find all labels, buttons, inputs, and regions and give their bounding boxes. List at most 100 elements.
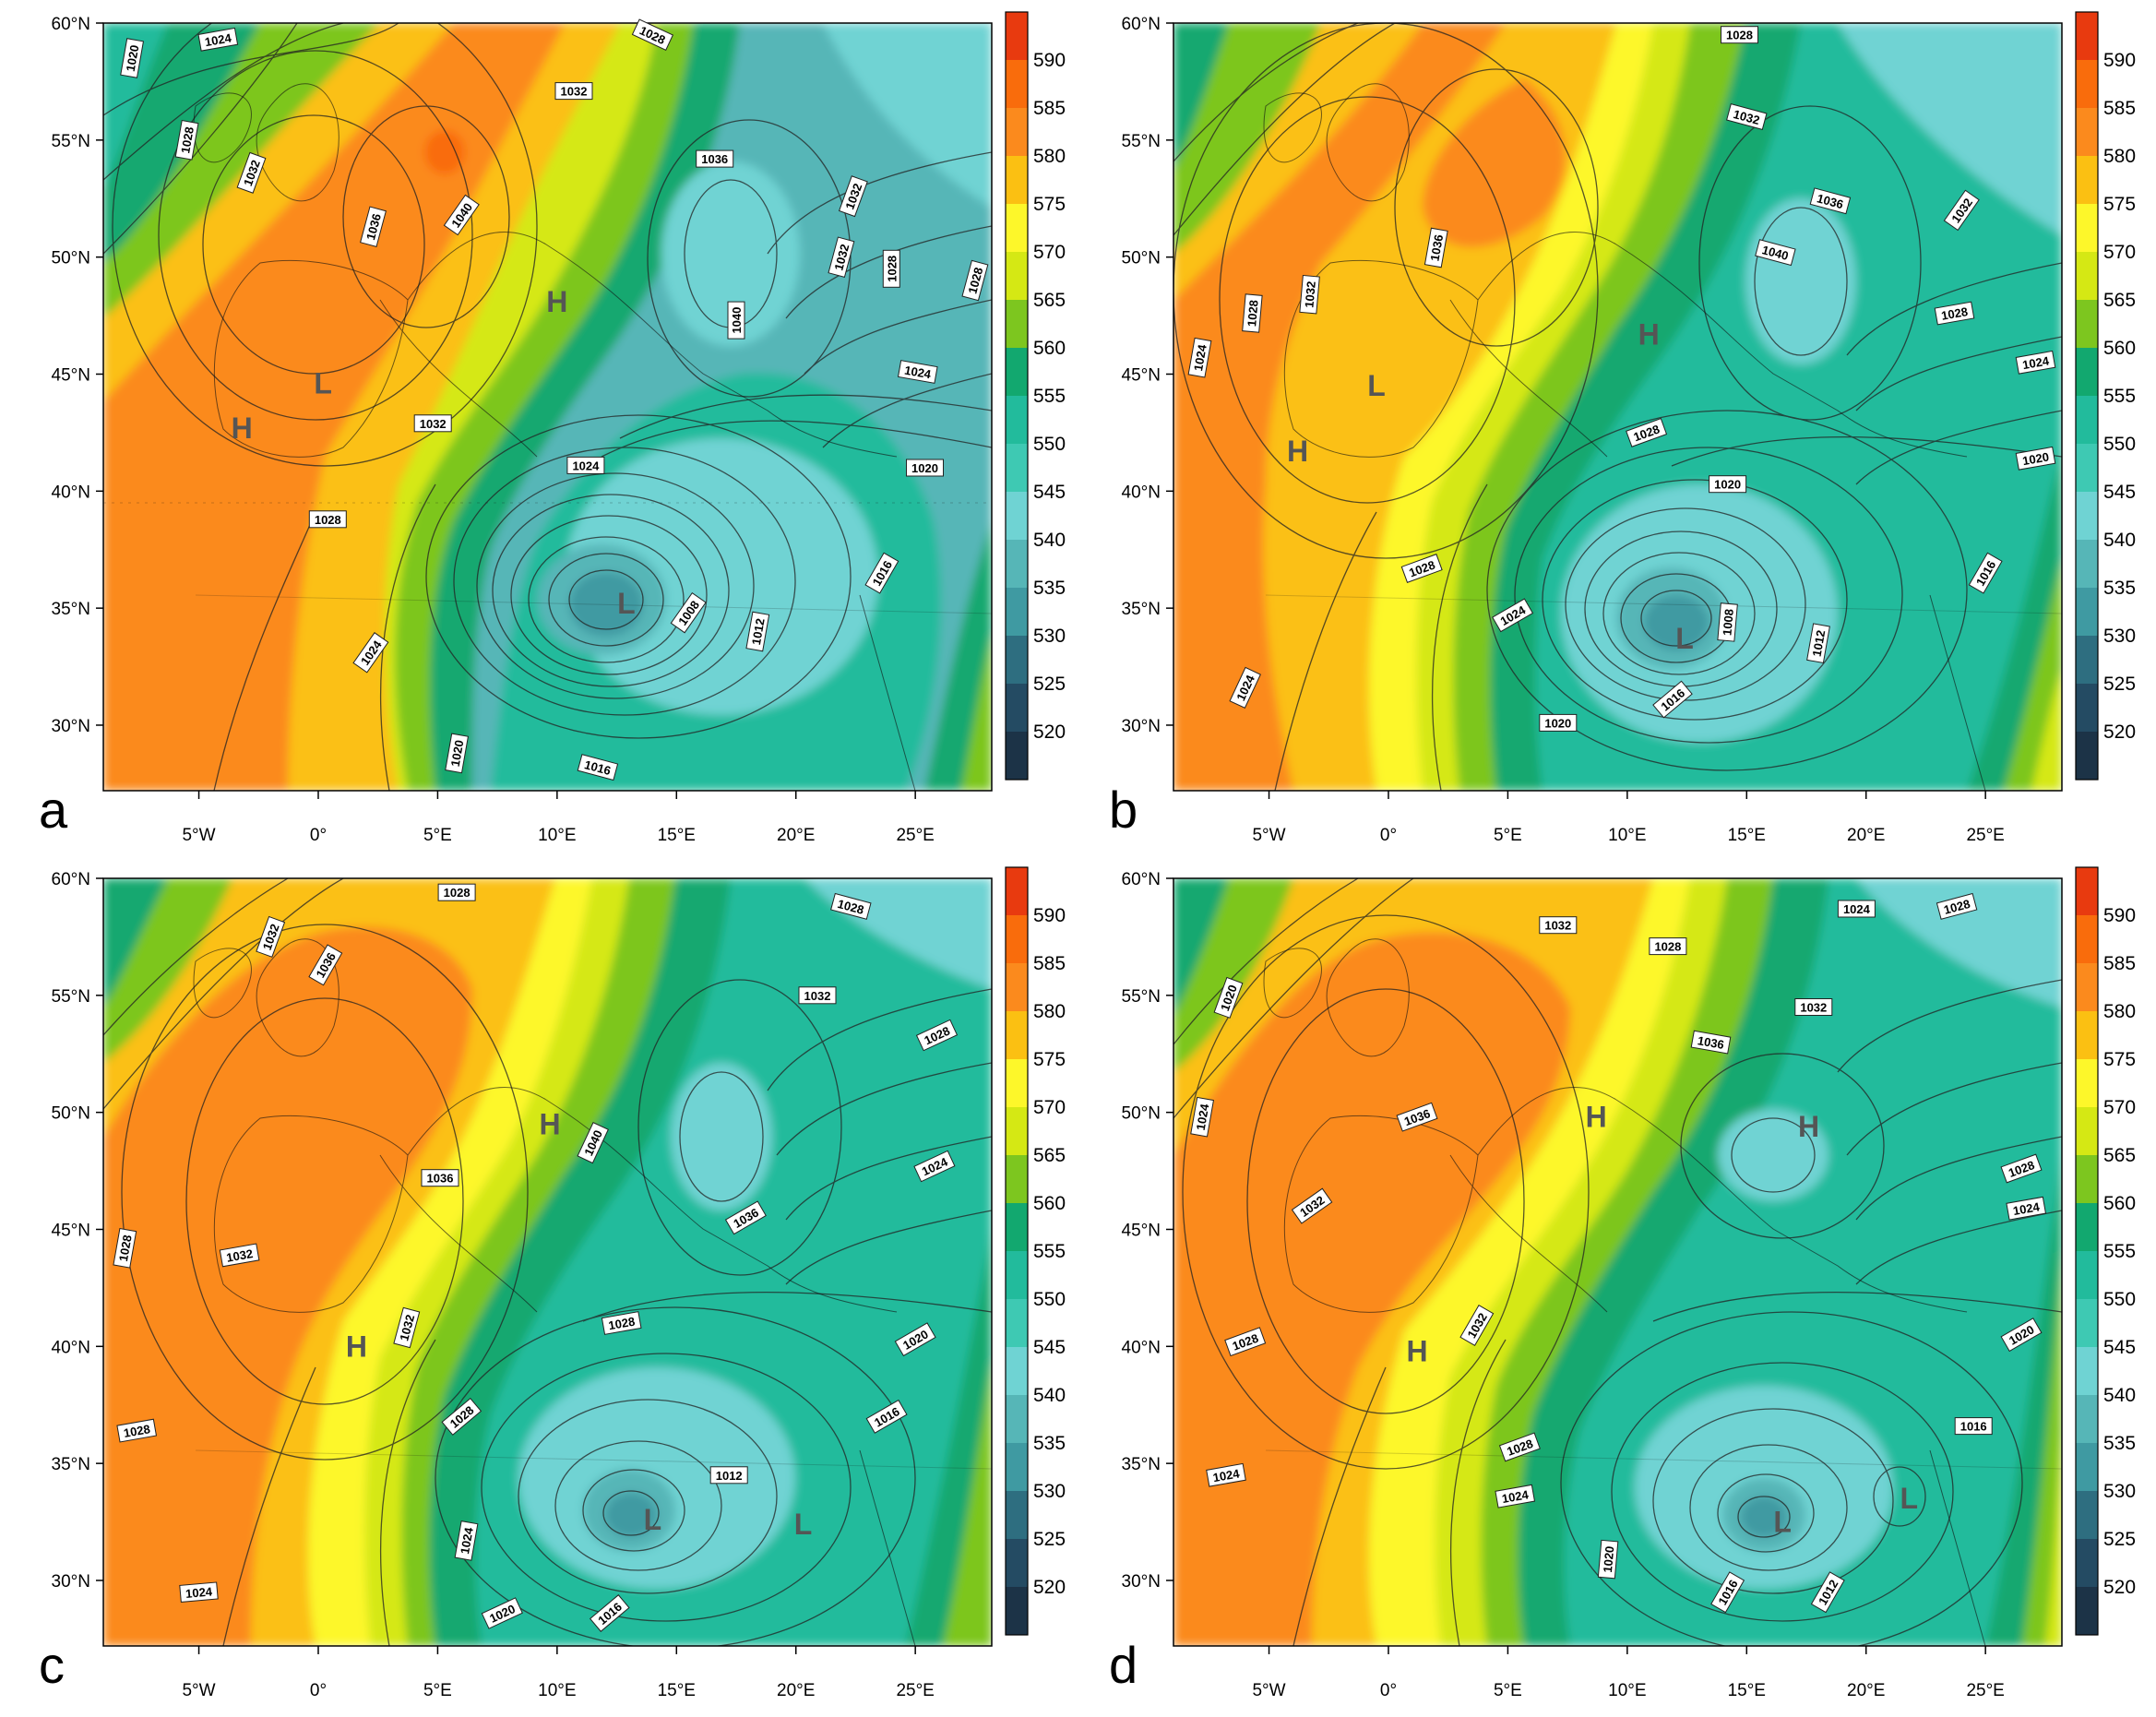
longitude-label: 5°E [423, 1681, 452, 1700]
isobar-label-text: 1020 [1714, 478, 1741, 492]
isobar-label: 1028 [2000, 1153, 2043, 1184]
isobar-label: 1028 [174, 119, 199, 161]
colorbar-label: 565 [2103, 290, 2136, 311]
isobar-label: 1028 [437, 883, 476, 901]
map-area[interactable] [103, 0, 992, 791]
panel-letter: b [1109, 781, 1138, 839]
low-pressure-marker: L [1367, 369, 1386, 402]
isobar-label-text: 1028 [1726, 29, 1753, 42]
longitude-label: 10°E [1608, 1681, 1646, 1700]
colorbar-label: 570 [2103, 242, 2136, 263]
latitude-label: 30°N [1122, 1572, 1161, 1592]
latitude-label: 45°N [52, 365, 90, 385]
colorbar-label: 530 [2103, 626, 2136, 647]
colorbar-label: 525 [1033, 674, 1066, 695]
latitude-label: 35°N [52, 600, 90, 619]
isobar-label: 1024 [1190, 1096, 1215, 1138]
isobar-label: 1024 [179, 1581, 219, 1603]
low-pressure-marker: L [794, 1508, 813, 1541]
colorbar-swatch [2076, 156, 2098, 204]
colorbar-swatch [1006, 1587, 1028, 1635]
panel-letter: a [39, 781, 68, 839]
isobar-label: 1032 [256, 915, 286, 958]
latitude-label: 35°N [1122, 1455, 1161, 1474]
isobar-label: 1028 [1936, 892, 1978, 920]
isobar-label: 1020 [1597, 1539, 1619, 1580]
isobar-label: 1028 [1224, 1327, 1267, 1357]
longitude-label: 25°E [1966, 1681, 2004, 1700]
isobar-label: 1032 [1299, 274, 1320, 315]
colorbar-label: 555 [1033, 386, 1066, 407]
colorbar-swatch [1006, 1155, 1028, 1203]
low-pressure-marker: L [1675, 622, 1694, 655]
isobar-label-text: 1024 [1194, 1102, 1212, 1131]
isobar-label-text: 1032 [1302, 280, 1317, 308]
longitude-label: 5°W [182, 1681, 215, 1700]
map-area[interactable] [1173, 878, 2062, 1653]
colorbar-swatch [2076, 1155, 2098, 1203]
isobar-label: 1032 [413, 414, 452, 433]
isobar-label: 1028 [1721, 26, 1758, 44]
isobar-label: 1028 [1934, 301, 1975, 326]
isobar-label-text: 1012 [716, 1469, 743, 1483]
latitude-label: 55°N [52, 987, 90, 1007]
colorbar-label: 590 [1033, 905, 1066, 926]
colorbar-label: 535 [2103, 1433, 2136, 1454]
colorbar-label: 570 [2103, 1097, 2136, 1118]
isobar-label: 1020 [906, 459, 944, 477]
latitude-label: 50°N [1122, 249, 1161, 268]
longitude-label: 5°W [1252, 826, 1285, 845]
isobar-label-text: 1016 [1960, 1420, 1987, 1434]
colorbar-label: 565 [1033, 1145, 1066, 1166]
colorbar-swatch [2076, 636, 2098, 684]
isobar-label-text: 1028 [116, 1234, 135, 1262]
colorbar-swatch [2076, 1011, 2098, 1059]
colorbar-swatch [1006, 156, 1028, 204]
map-area[interactable] [103, 878, 992, 1649]
isobar-label: 1012 [1806, 623, 1830, 664]
pressure-centers: H H L L [346, 1107, 812, 1541]
longitude-label: 20°E [777, 826, 815, 845]
colorbar-swatch [1006, 252, 1028, 300]
colorbar-label: 550 [2103, 434, 2136, 455]
colorbar-swatch [1006, 60, 1028, 108]
colorbar: 590 585 580 575 570 565 560 555 550 545 540 535 530 5… [2075, 11, 2136, 781]
colorbar-swatch [2076, 300, 2098, 348]
colorbar-label: 575 [1033, 1049, 1066, 1070]
colorbar-label: 540 [1033, 1385, 1066, 1406]
map-area[interactable] [1173, 23, 2062, 791]
colorbar-label: 530 [1033, 626, 1066, 647]
colorbar-label: 545 [1033, 482, 1066, 503]
isobar-label: 1012 [745, 611, 770, 652]
latitude-label: 40°N [52, 483, 90, 502]
longitude-label: 0° [1380, 1681, 1397, 1700]
latitude-label: 55°N [52, 132, 90, 151]
isobar-label-text: 1028 [965, 266, 985, 295]
longitude-label: 5°W [182, 826, 215, 845]
isobar-label-text: 1020 [124, 44, 142, 73]
isobar-label-text: 1032 [561, 85, 588, 99]
colorbar-swatch [2076, 540, 2098, 588]
colorbar-label: 565 [1033, 290, 1066, 311]
colorbar-label: 520 [1033, 721, 1066, 743]
high-pressure-marker: H [1586, 1101, 1607, 1134]
low-pressure-marker: L [617, 587, 636, 620]
colorbar-label: 560 [2103, 1193, 2136, 1214]
colorbar-label: 560 [1033, 338, 1066, 359]
isobar-label: 1032 [554, 82, 593, 101]
latitude-label: 60°N [1122, 15, 1161, 34]
low-pressure-marker: L [1900, 1482, 1919, 1515]
high-pressure-marker: H [346, 1329, 367, 1363]
colorbar-swatch [2076, 588, 2098, 636]
isobar-label-text: 1012 [749, 617, 768, 646]
colorbar: 590 585 580 575 570 565 560 555 550 545 540 535 530 5… [2075, 866, 2136, 1636]
high-pressure-marker: H [1287, 435, 1308, 468]
isobar-label-text: 1008 [1720, 608, 1735, 636]
isobar-label: 1036 [696, 149, 734, 168]
colorbar-label: 570 [1033, 1097, 1066, 1118]
isobar-label: 1020 [1213, 976, 1244, 1019]
isobar-labels: 1028103210361040103210281024102010361032… [1187, 26, 2056, 732]
colorbar-swatch [1006, 1347, 1028, 1395]
colorbar-swatch [1006, 444, 1028, 492]
